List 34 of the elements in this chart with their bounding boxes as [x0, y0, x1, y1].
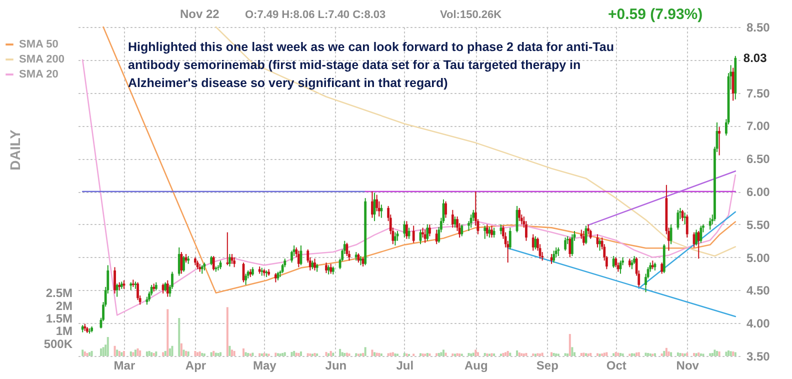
x-tick-label: May — [253, 358, 277, 372]
x-tick-label: Jun — [325, 358, 347, 372]
legend-label: SMA 200 — [19, 54, 64, 66]
y-tick-label: 3.50 — [746, 350, 770, 364]
legend-label: SMA 20 — [19, 68, 58, 80]
x-tick-label: Nov — [676, 358, 700, 372]
text: O:7.49 H:8.06 L:7.40 C:8.03 — [245, 9, 386, 21]
y2-tick-label: 1M — [56, 324, 72, 338]
legend-label: SMA 50 — [19, 38, 58, 50]
y-tick-label: 5.00 — [746, 250, 770, 265]
text: Nov 22 — [180, 7, 220, 21]
y2-tick-label: 2.5M — [46, 286, 72, 300]
y2-tick-label: 1.5M — [46, 312, 72, 326]
annotation: Highlighted this one last week as we can look forward to phase 2 data for anti-Tau antibody semorinemab (first mid-stage data set for a Tau targeted therapy in Alzheimer's disease so very significant in that regard) — [128, 40, 614, 90]
x-tick-label: Mar — [114, 358, 136, 372]
y-tick-label: 4.00 — [746, 316, 770, 331]
y-tick-label: 4.50 — [746, 284, 770, 298]
y-tick-label: 7.50 — [746, 86, 770, 100]
y2-tick-label: 2M — [56, 298, 72, 313]
y-tick-label: 7.00 — [746, 119, 770, 134]
x-tick-label: Oct — [606, 358, 626, 372]
y-tick-label: 8.50 — [746, 20, 770, 34]
text: +0.59 (7.93%) — [608, 6, 703, 23]
y-tick-label: 6.50 — [746, 152, 770, 166]
x-tick-label: Sep — [536, 358, 558, 372]
text: DAILY — [7, 128, 23, 170]
y-tick-label: 5.50 — [746, 218, 770, 232]
text: Vol:150.26K — [440, 9, 502, 21]
y2-tick-label: 500K — [44, 336, 73, 351]
y-tick-label: 6.00 — [746, 185, 770, 199]
annotation: 8.03 — [743, 50, 768, 65]
x-tick-label: Apr — [185, 358, 206, 372]
x-tick-label: Aug — [464, 358, 488, 372]
x-tick-label: Jul — [396, 358, 414, 372]
